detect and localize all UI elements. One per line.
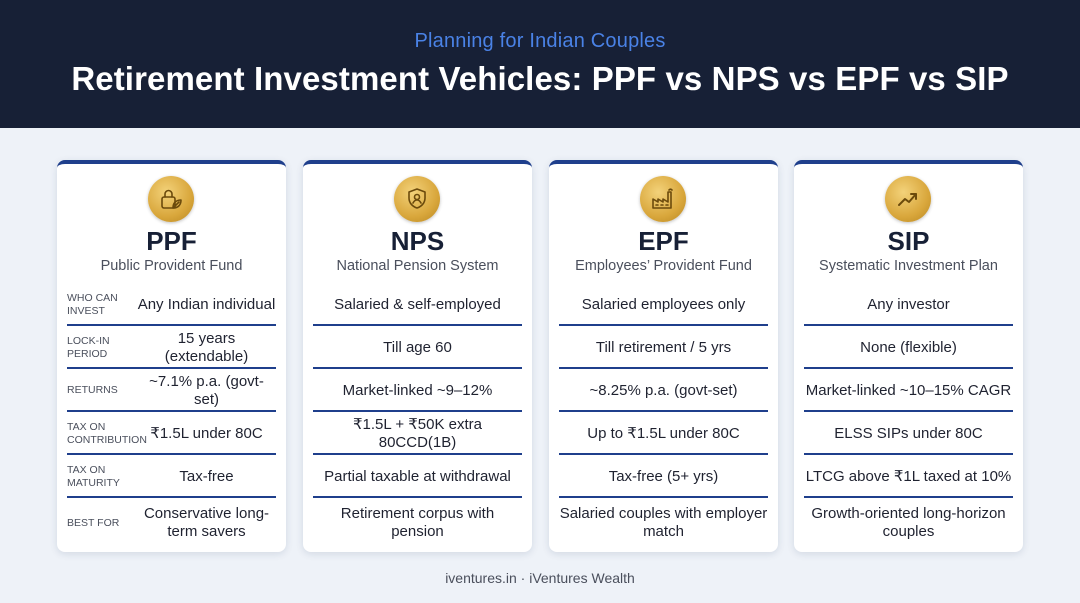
row-value: Till age 60 bbox=[383, 338, 452, 356]
trend-up-arrow-icon bbox=[885, 176, 931, 222]
row-returns: Market-linked ~9–12% bbox=[313, 369, 522, 412]
row-value: Retirement corpus with pension bbox=[340, 505, 495, 540]
row-label: TAX ON CONTRIBUTION bbox=[67, 420, 147, 446]
row-who-can-invest: WHO CAN INVEST Any Indian individual bbox=[67, 283, 276, 326]
row-tax-contribution: ELSS SIPs under 80C bbox=[804, 412, 1013, 455]
row-best-for: BEST FOR Conservative long-term savers bbox=[67, 498, 276, 548]
row-value: ₹1.5L under 80C bbox=[150, 424, 263, 442]
row-tax-maturity: LTCG above ₹1L taxed at 10% bbox=[804, 455, 1013, 498]
comparison-cards: PPF Public Provident Fund WHO CAN INVEST… bbox=[57, 160, 1023, 552]
row-value: ₹1.5L + ₹50K extra 80CCD(1B) bbox=[352, 415, 483, 451]
row-value: Salaried & self-employed bbox=[334, 295, 501, 313]
row-label: LOCK-IN PERIOD bbox=[67, 334, 110, 360]
footer-credit: iventures.in · iVentures Wealth bbox=[445, 570, 635, 586]
row-tax-maturity: TAX ON MATURITY Tax-free bbox=[67, 455, 276, 498]
row-value: Salaried employees only bbox=[581, 295, 746, 313]
card-fullname: Employees’ Provident Fund bbox=[575, 258, 752, 274]
row-best-for: Retirement corpus with pension bbox=[313, 498, 522, 548]
row-value: ~8.25% p.a. (govt-set) bbox=[589, 381, 738, 399]
row-best-for: Growth-oriented long-horizon couples bbox=[804, 498, 1013, 548]
row-value: Tax-free bbox=[179, 467, 234, 485]
card-code: SIP bbox=[887, 226, 930, 256]
row-who-can-invest: Any investor bbox=[804, 283, 1013, 326]
row-lock-in: Till retirement / 5 yrs bbox=[559, 326, 768, 369]
card-fullname: Systematic Investment Plan bbox=[819, 258, 998, 274]
row-label: RETURNS bbox=[67, 384, 118, 396]
card-nps: NPS National Pension System Salaried & s… bbox=[303, 160, 532, 552]
row-tax-maturity: Tax-free (5+ yrs) bbox=[559, 455, 768, 498]
card-code: EPF bbox=[638, 226, 689, 256]
row-value: None (flexible) bbox=[860, 338, 957, 356]
header-banner: Planning for Indian Couples Retirement I… bbox=[0, 0, 1080, 128]
row-tax-contribution: Up to ₹1.5L under 80C bbox=[559, 412, 768, 455]
row-lock-in: None (flexible) bbox=[804, 326, 1013, 369]
row-returns: Market-linked ~10–15% CAGR bbox=[804, 369, 1013, 412]
row-tax-maturity: Partial taxable at withdrawal bbox=[313, 455, 522, 498]
row-lock-in: LOCK-IN PERIOD 15 years (extendable) bbox=[67, 326, 276, 369]
row-value: Any Indian individual bbox=[137, 295, 276, 313]
row-value: Growth-oriented long-horizon couples bbox=[811, 505, 1006, 540]
card-epf: EPF Employees’ Provident Fund Salaried e… bbox=[549, 160, 778, 552]
row-returns: RETURNS ~7.1% p.a. (govt-set) bbox=[67, 369, 276, 412]
page-title: Retirement Investment Vehicles: PPF vs N… bbox=[71, 60, 1009, 97]
card-fullname: Public Provident Fund bbox=[100, 258, 243, 274]
row-returns: ~8.25% p.a. (govt-set) bbox=[559, 369, 768, 412]
card-fullname: National Pension System bbox=[336, 258, 499, 274]
row-label: TAX ON MATURITY bbox=[67, 463, 120, 489]
lock-leaf-icon bbox=[148, 176, 194, 222]
row-best-for: Salaried couples with employer match bbox=[559, 498, 768, 548]
row-label: BEST FOR bbox=[67, 516, 120, 529]
card-sip: SIP Systematic Investment Plan Any inves… bbox=[794, 160, 1023, 552]
shield-person-icon bbox=[394, 176, 440, 222]
row-value: Till retirement / 5 yrs bbox=[595, 338, 732, 356]
row-value: Up to ₹1.5L under 80C bbox=[587, 424, 740, 442]
row-value: LTCG above ₹1L taxed at 10% bbox=[805, 467, 1012, 485]
card-code: PPF bbox=[146, 226, 197, 256]
row-value: Conservative long-term savers bbox=[143, 505, 270, 540]
factory-icon bbox=[640, 176, 686, 222]
row-who-can-invest: Salaried & self-employed bbox=[313, 283, 522, 326]
row-value: Any investor bbox=[867, 295, 950, 313]
row-value: 15 years (extendable) bbox=[164, 329, 249, 365]
row-value: ~7.1% p.a. (govt-set) bbox=[149, 372, 264, 408]
row-value: ELSS SIPs under 80C bbox=[834, 424, 983, 442]
card-code: NPS bbox=[390, 226, 445, 256]
card-ppf: PPF Public Provident Fund WHO CAN INVEST… bbox=[57, 160, 286, 552]
row-label: WHO CAN INVEST bbox=[67, 291, 118, 317]
row-tax-contribution: ₹1.5L + ₹50K extra 80CCD(1B) bbox=[313, 412, 522, 455]
row-who-can-invest: Salaried employees only bbox=[559, 283, 768, 326]
page-subtitle: Planning for Indian Couples bbox=[414, 30, 666, 52]
row-value: Market-linked ~9–12% bbox=[342, 381, 493, 399]
row-value: Market-linked ~10–15% CAGR bbox=[805, 381, 1012, 399]
row-tax-contribution: TAX ON CONTRIBUTION ₹1.5L under 80C bbox=[67, 412, 276, 455]
row-lock-in: Till age 60 bbox=[313, 326, 522, 369]
row-value: Salaried couples with employer match bbox=[559, 505, 768, 540]
row-value: Tax-free (5+ yrs) bbox=[608, 467, 719, 485]
row-value: Partial taxable at withdrawal bbox=[324, 467, 511, 485]
